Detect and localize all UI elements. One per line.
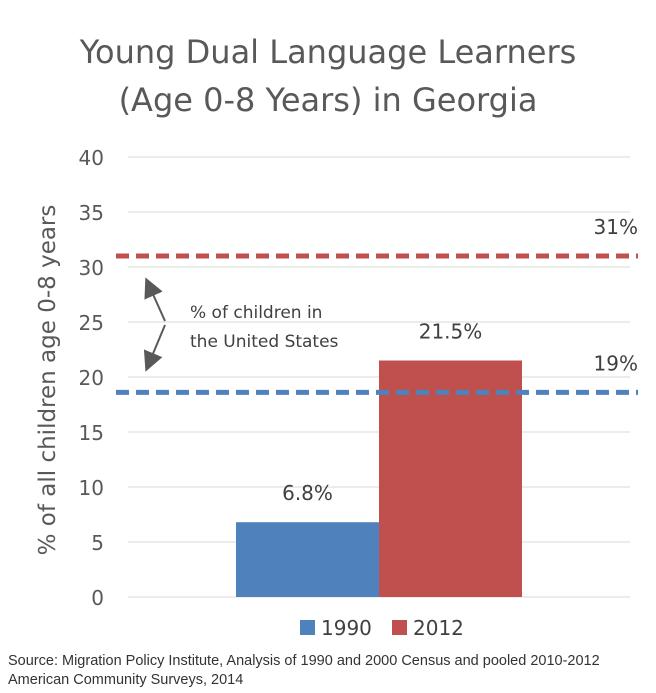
legend-swatch-2012	[392, 620, 407, 635]
chart-title-line-2: (Age 0-8 Years) in Georgia	[118, 81, 538, 119]
bar-2012	[379, 360, 522, 597]
reference-label-31%: 31%	[594, 215, 638, 239]
bar-label-2012: 21.5%	[419, 320, 483, 344]
annotation-line-1: % of children in	[190, 303, 322, 323]
y-tick-label-5: 5	[91, 531, 104, 555]
bar-1990	[236, 522, 379, 597]
reference-label-19%: 19%	[594, 351, 638, 375]
y-tick-label-25: 25	[79, 311, 104, 335]
y-tick-label-15: 15	[79, 421, 104, 445]
chart-title-line-1: Young Dual Language Learners	[79, 33, 577, 71]
annotation-arrow-up	[144, 277, 166, 322]
annotation-line-2: the United States	[190, 332, 339, 352]
y-tick-label-20: 20	[79, 366, 104, 390]
chart-title: Young Dual Language Learners (Age 0-8 Ye…	[0, 28, 656, 124]
y-tick-label-40: 40	[79, 146, 104, 170]
bar-label-1990: 6.8%	[282, 481, 333, 505]
y-tick-label-10: 10	[79, 476, 104, 500]
source-note: Source: Migration Policy Institute, Anal…	[8, 653, 600, 688]
y-tick-label-35: 35	[79, 201, 104, 225]
legend-label-1990: 1990	[321, 616, 372, 640]
legend-swatch-1990	[300, 620, 315, 635]
y-tick-label-0: 0	[91, 586, 104, 610]
legend-label-2012: 2012	[413, 616, 464, 640]
annotation-arrow-down	[143, 324, 166, 372]
bar-chart: 0 5 10 15 20 25 30 35 40 6.8% 21.5% 31% 19% % of chil…	[79, 146, 638, 640]
y-tick-label-30: 30	[79, 256, 104, 280]
